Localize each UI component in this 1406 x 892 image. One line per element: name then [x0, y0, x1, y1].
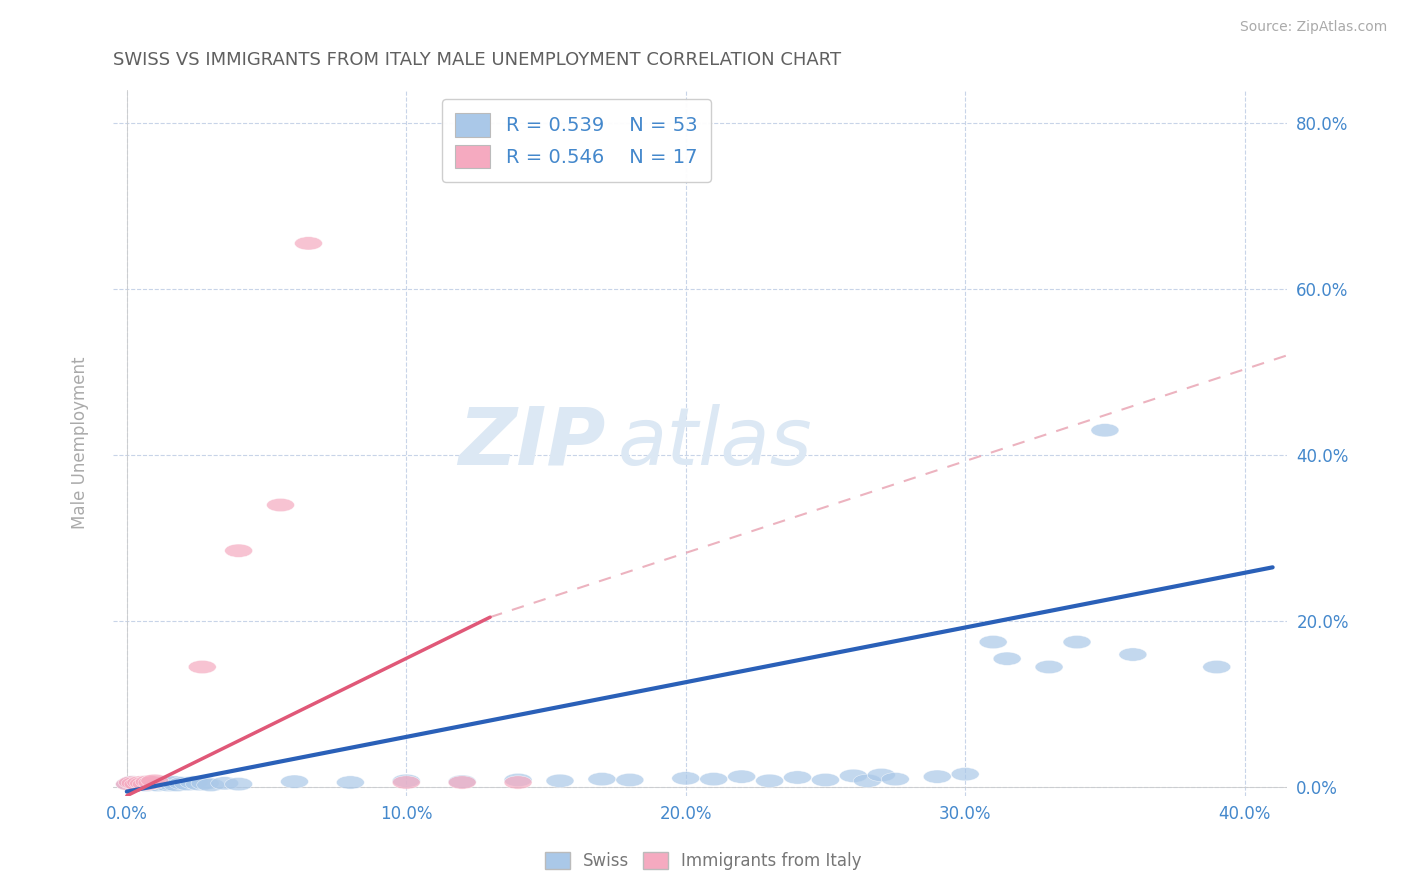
Ellipse shape: [138, 776, 166, 789]
Ellipse shape: [141, 776, 169, 789]
Ellipse shape: [115, 778, 143, 791]
Ellipse shape: [163, 779, 191, 791]
Legend: Swiss, Immigrants from Italy: Swiss, Immigrants from Italy: [538, 845, 868, 877]
Ellipse shape: [155, 779, 183, 791]
Ellipse shape: [839, 769, 868, 782]
Ellipse shape: [1035, 660, 1063, 673]
Text: ZIP: ZIP: [458, 404, 606, 482]
Text: atlas: atlas: [617, 404, 813, 482]
Ellipse shape: [1119, 648, 1147, 661]
Ellipse shape: [267, 499, 294, 512]
Ellipse shape: [225, 544, 253, 558]
Ellipse shape: [1202, 660, 1230, 673]
Ellipse shape: [152, 776, 180, 789]
Ellipse shape: [180, 776, 208, 789]
Legend: R = 0.539    N = 53, R = 0.546    N = 17: R = 0.539 N = 53, R = 0.546 N = 17: [441, 99, 711, 182]
Ellipse shape: [135, 777, 163, 790]
Ellipse shape: [124, 778, 152, 791]
Ellipse shape: [127, 776, 155, 789]
Ellipse shape: [392, 774, 420, 788]
Ellipse shape: [449, 775, 477, 789]
Ellipse shape: [1091, 424, 1119, 437]
Ellipse shape: [160, 776, 188, 789]
Ellipse shape: [143, 779, 172, 791]
Ellipse shape: [783, 771, 811, 784]
Ellipse shape: [811, 773, 839, 787]
Ellipse shape: [197, 779, 225, 791]
Ellipse shape: [993, 652, 1021, 665]
Text: SWISS VS IMMIGRANTS FROM ITALY MALE UNEMPLOYMENT CORRELATION CHART: SWISS VS IMMIGRANTS FROM ITALY MALE UNEM…: [112, 51, 841, 69]
Ellipse shape: [211, 777, 239, 790]
Ellipse shape: [336, 776, 364, 789]
Ellipse shape: [449, 776, 477, 789]
Ellipse shape: [505, 776, 531, 789]
Y-axis label: Male Unemployment: Male Unemployment: [72, 357, 89, 529]
Ellipse shape: [188, 660, 217, 673]
Ellipse shape: [225, 778, 253, 791]
Ellipse shape: [121, 777, 149, 790]
Ellipse shape: [141, 774, 169, 788]
Ellipse shape: [129, 777, 157, 790]
Ellipse shape: [118, 776, 146, 789]
Ellipse shape: [546, 774, 574, 788]
Ellipse shape: [135, 775, 163, 789]
Ellipse shape: [121, 779, 149, 791]
Ellipse shape: [672, 772, 700, 785]
Ellipse shape: [979, 635, 1007, 648]
Ellipse shape: [294, 236, 322, 250]
Ellipse shape: [924, 770, 952, 783]
Ellipse shape: [118, 776, 146, 789]
Ellipse shape: [755, 774, 783, 788]
Ellipse shape: [129, 776, 157, 789]
Ellipse shape: [952, 767, 979, 780]
Ellipse shape: [132, 778, 160, 791]
Ellipse shape: [728, 770, 755, 783]
Ellipse shape: [127, 778, 155, 791]
Ellipse shape: [174, 778, 202, 791]
Ellipse shape: [191, 777, 219, 790]
Ellipse shape: [149, 778, 177, 791]
Ellipse shape: [169, 777, 197, 790]
Ellipse shape: [868, 768, 896, 781]
Ellipse shape: [1063, 635, 1091, 648]
Ellipse shape: [132, 779, 160, 791]
Ellipse shape: [392, 776, 420, 789]
Ellipse shape: [146, 777, 174, 790]
Ellipse shape: [505, 773, 531, 787]
Ellipse shape: [588, 772, 616, 786]
Ellipse shape: [281, 775, 308, 789]
Ellipse shape: [700, 772, 728, 786]
Ellipse shape: [882, 772, 910, 786]
Text: Source: ZipAtlas.com: Source: ZipAtlas.com: [1240, 20, 1388, 34]
Ellipse shape: [138, 778, 166, 791]
Ellipse shape: [853, 774, 882, 788]
Ellipse shape: [616, 773, 644, 787]
Ellipse shape: [124, 777, 152, 790]
Ellipse shape: [115, 778, 143, 791]
Ellipse shape: [186, 778, 214, 791]
Ellipse shape: [157, 778, 186, 791]
